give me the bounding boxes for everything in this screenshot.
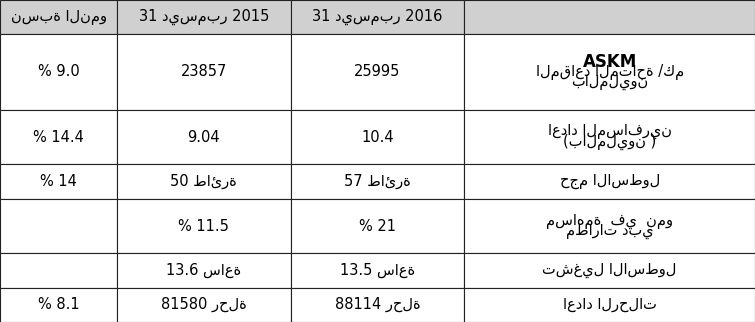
Bar <box>464 253 755 288</box>
Text: اعداد الرحلات: اعداد الرحلات <box>562 298 657 312</box>
Text: 50 طائرة: 50 طائرة <box>171 174 237 189</box>
Bar <box>117 165 291 199</box>
Bar <box>291 288 464 322</box>
Bar <box>0 34 117 109</box>
Bar <box>291 253 464 288</box>
Bar <box>291 34 464 109</box>
Text: 57 طائرة: 57 طائرة <box>344 174 411 189</box>
Bar <box>0 109 117 165</box>
Text: 13.6 ساعة: 13.6 ساعة <box>166 263 242 278</box>
Text: بالمليون: بالمليون <box>571 75 649 90</box>
Text: 13.5 ساعة: 13.5 ساعة <box>340 263 415 278</box>
Text: حجم الاسطول: حجم الاسطول <box>559 174 660 189</box>
Text: (بالمليون ): (بالمليون ) <box>563 134 656 150</box>
Text: 31 ديسمبر 2016: 31 ديسمبر 2016 <box>313 9 442 25</box>
Text: اعداد المسافرين: اعداد المسافرين <box>547 124 672 139</box>
Bar <box>291 199 464 253</box>
Bar <box>117 288 291 322</box>
Bar <box>0 288 117 322</box>
Text: تشغيل الاسطول: تشغيل الاسطول <box>543 263 676 278</box>
Text: % 21: % 21 <box>359 219 396 233</box>
Bar <box>0 199 117 253</box>
Text: 31 ديسمبر 2015: 31 ديسمبر 2015 <box>139 9 269 25</box>
Text: 10.4: 10.4 <box>361 129 394 145</box>
Bar <box>0 0 117 34</box>
Bar <box>117 34 291 109</box>
Bar <box>117 109 291 165</box>
Text: 25995: 25995 <box>354 64 401 80</box>
Text: % 14: % 14 <box>40 174 77 189</box>
Bar <box>464 0 755 34</box>
Bar <box>117 199 291 253</box>
Text: مساهمة  في  نمو: مساهمة في نمو <box>546 213 673 229</box>
Bar <box>464 109 755 165</box>
Bar <box>291 109 464 165</box>
Text: المقاعد المتاحة /كم: المقاعد المتاحة /كم <box>535 64 684 80</box>
Bar <box>117 0 291 34</box>
Text: 81580 رحلة: 81580 رحلة <box>161 297 247 312</box>
Text: نسبة النمو: نسبة النمو <box>11 10 106 24</box>
Text: % 9.0: % 9.0 <box>38 64 79 80</box>
Text: ASKM: ASKM <box>583 52 636 71</box>
Bar <box>291 165 464 199</box>
Text: 9.04: 9.04 <box>187 129 220 145</box>
Bar <box>0 165 117 199</box>
Bar <box>464 165 755 199</box>
Bar <box>464 288 755 322</box>
Bar <box>291 0 464 34</box>
Bar <box>117 253 291 288</box>
Text: % 14.4: % 14.4 <box>33 129 84 145</box>
Text: 88114 رحلة: 88114 رحلة <box>334 297 421 312</box>
Bar <box>464 34 755 109</box>
Bar <box>0 253 117 288</box>
Text: % 11.5: % 11.5 <box>178 219 230 233</box>
Text: % 8.1: % 8.1 <box>38 298 79 312</box>
Text: 23857: 23857 <box>180 64 227 80</box>
Bar <box>464 199 755 253</box>
Text: مطارات دبي: مطارات دبي <box>565 223 654 239</box>
